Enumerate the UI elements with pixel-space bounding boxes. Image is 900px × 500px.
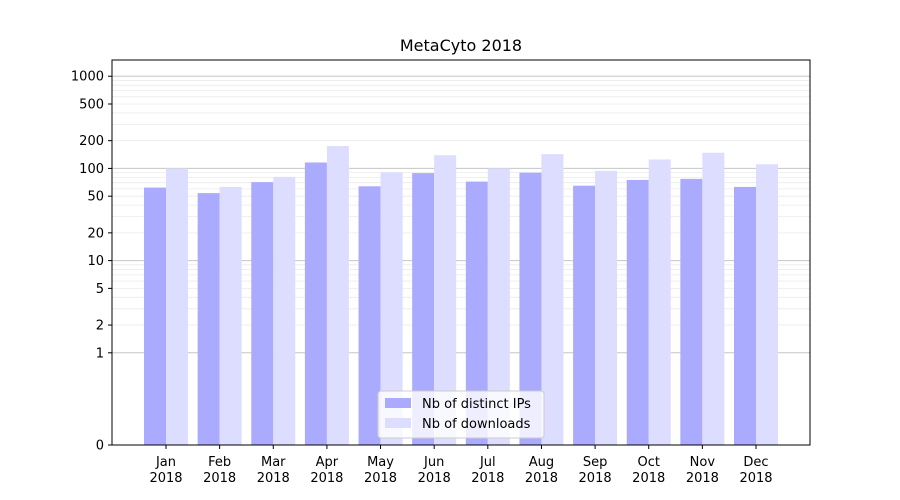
legend-box bbox=[377, 390, 545, 439]
y-tick-label: 500 bbox=[79, 97, 104, 112]
bar-distinct-ips bbox=[358, 186, 381, 446]
bar-downloads bbox=[434, 155, 457, 445]
bar-distinct-ips bbox=[680, 178, 703, 445]
bar-distinct-ips bbox=[519, 172, 542, 445]
legend-swatch bbox=[385, 398, 411, 408]
bar-downloads bbox=[326, 146, 349, 446]
bar-downloads bbox=[595, 170, 618, 446]
bar-downloads bbox=[756, 164, 778, 445]
x-tick-label: Nov 2018 bbox=[686, 455, 719, 486]
bar-distinct-ips bbox=[734, 186, 756, 445]
bar-downloads bbox=[380, 172, 403, 446]
legend-swatch bbox=[385, 418, 411, 428]
plot-frame bbox=[111, 59, 811, 446]
y-tick-label: 100 bbox=[79, 162, 104, 177]
legend: Nb of distinct IPs Nb of downloads bbox=[377, 390, 545, 439]
bar-distinct-ips bbox=[251, 182, 274, 445]
bar-downloads bbox=[219, 186, 242, 445]
y-tick-label: 0 bbox=[96, 439, 104, 454]
bar-downloads bbox=[273, 176, 296, 445]
x-tick-label: Feb 2018 bbox=[203, 455, 236, 486]
x-tick-label: Jul 2018 bbox=[471, 455, 504, 486]
bar-distinct-ips bbox=[144, 187, 166, 445]
y-tick-label: 50 bbox=[87, 190, 104, 205]
y-tick-label: 1000 bbox=[71, 70, 104, 85]
y-tick-label: 10 bbox=[87, 254, 104, 269]
bar-distinct-ips bbox=[465, 181, 488, 445]
x-tick-label: Apr 2018 bbox=[310, 455, 343, 486]
chart-title: MetaCyto 2018 bbox=[400, 36, 522, 55]
bar-distinct-ips bbox=[626, 179, 649, 446]
x-tick-label: Mar 2018 bbox=[257, 455, 290, 486]
legend-label: Nb of distinct IPs bbox=[422, 397, 531, 412]
x-tick-label: Aug 2018 bbox=[525, 455, 558, 486]
x-tick-label: Oct 2018 bbox=[632, 455, 665, 486]
bar-distinct-ips bbox=[573, 185, 596, 445]
bar-distinct-ips bbox=[197, 193, 220, 445]
y-tick-label: 2 bbox=[96, 319, 104, 334]
x-tick-label: Dec 2018 bbox=[739, 455, 772, 486]
bar-downloads bbox=[648, 159, 671, 445]
x-axis: Jan 2018 Feb 2018 Mar 2018 Apr 2018 May 2018 Jun 20… bbox=[149, 445, 773, 486]
bar-distinct-ips bbox=[412, 173, 435, 445]
y-tick-label: 5 bbox=[96, 282, 104, 297]
y-axis: 0 1 2 5 10 20 50 100 200 500 1000 bbox=[71, 70, 112, 454]
y-tick-label: 20 bbox=[87, 226, 104, 241]
x-tick-label: Jan 2018 bbox=[149, 455, 182, 486]
y-tick-label: 1 bbox=[96, 346, 104, 361]
x-tick-label: Jun 2018 bbox=[418, 455, 451, 486]
x-tick-label: Sep 2018 bbox=[579, 455, 612, 486]
bars bbox=[144, 146, 778, 446]
bar-distinct-ips bbox=[304, 162, 327, 446]
y-tick-label: 200 bbox=[79, 134, 104, 149]
legend-label: Nb of downloads bbox=[422, 417, 531, 432]
bar-downloads bbox=[487, 168, 510, 445]
bar-downloads bbox=[702, 152, 725, 445]
bar-downloads bbox=[166, 168, 188, 445]
x-tick-label: May 2018 bbox=[364, 455, 397, 486]
bar-downloads bbox=[541, 154, 564, 445]
